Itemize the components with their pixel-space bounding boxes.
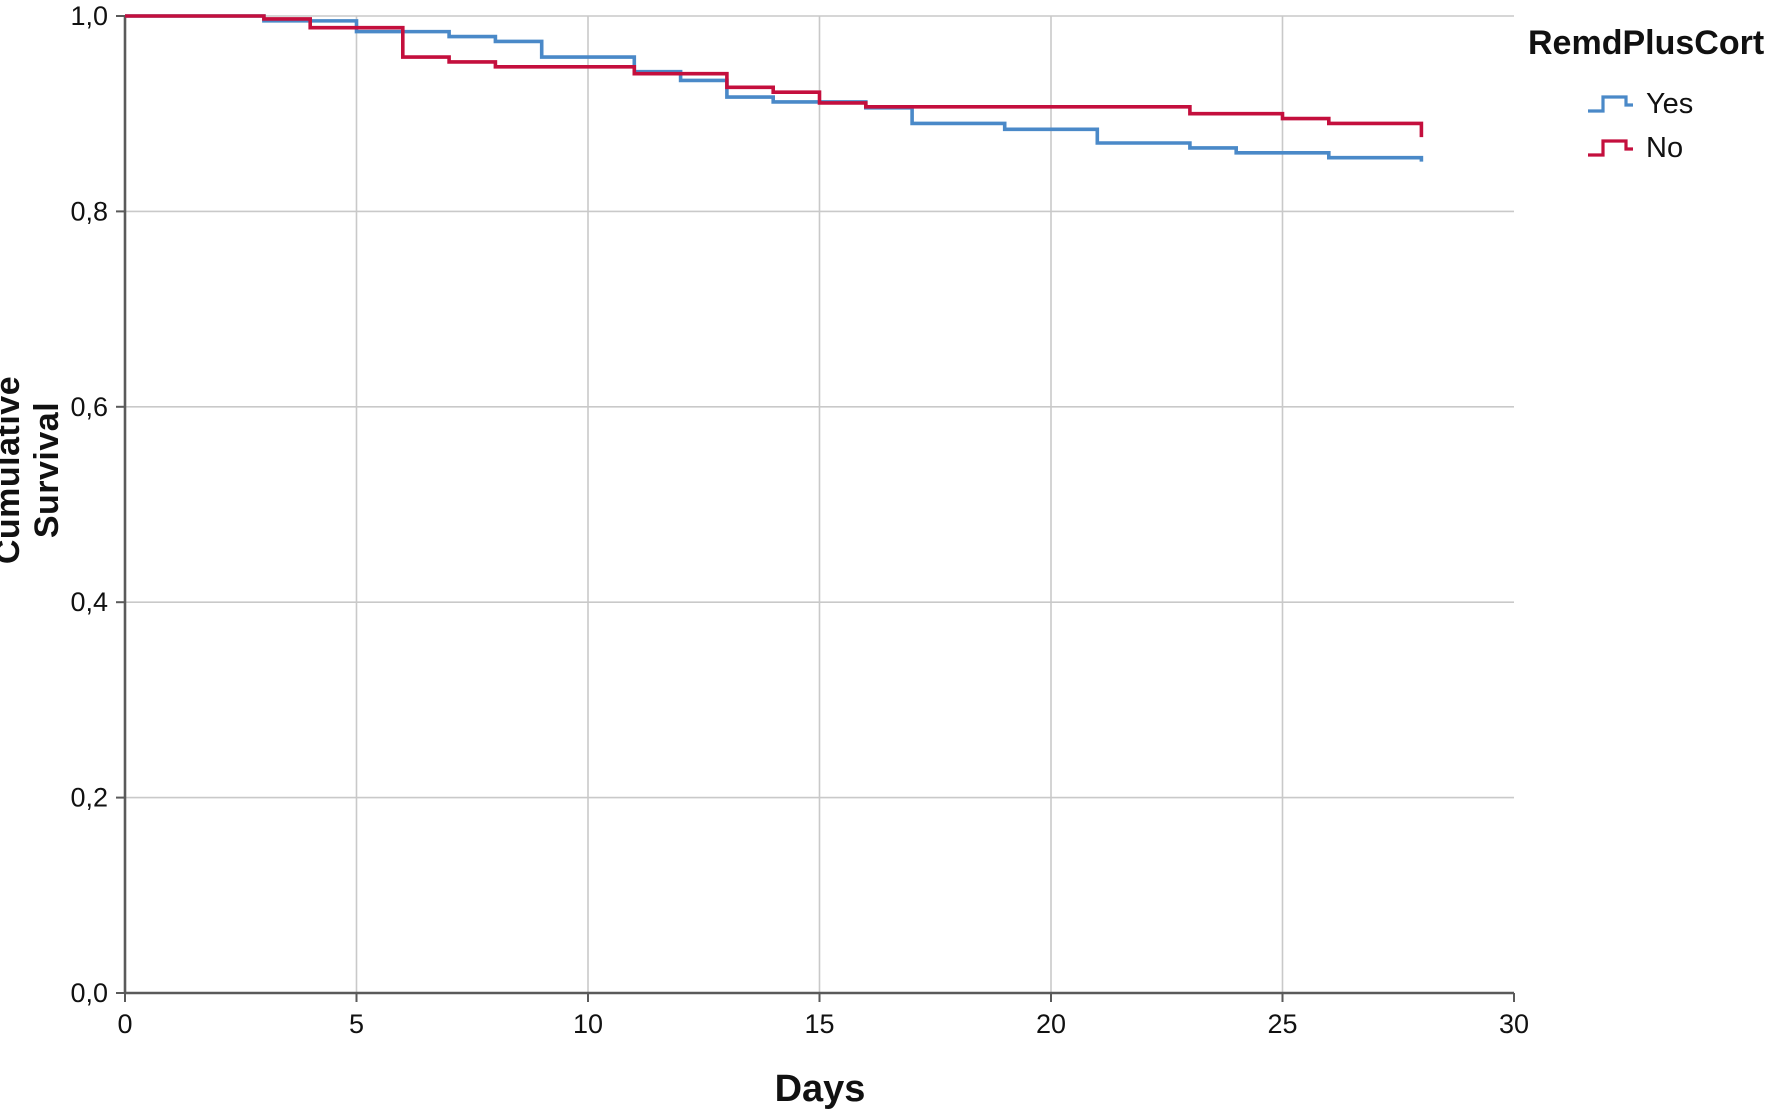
no-series-step-icon [1588, 139, 1633, 157]
x-tick-label-10: 10 [573, 1009, 603, 1039]
x-tick-label-5: 5 [349, 1009, 364, 1039]
legend-item-yes: Yes [1586, 85, 1773, 123]
survival-curve-yes [125, 14, 1424, 162]
y-axis-title: Cumulative Survival [0, 375, 66, 565]
x-tick-label-30: 30 [1499, 1009, 1529, 1039]
x-tick-label-25: 25 [1267, 1009, 1297, 1039]
y-tick-label-0,8: 0,8 [70, 196, 108, 226]
survival-curve-no [125, 14, 1424, 138]
x-axis-title: Days [774, 1068, 866, 1110]
yes-series-step-icon [1588, 95, 1633, 113]
legend-label-no: No [1646, 131, 1684, 164]
x-tick-label-0: 0 [117, 1009, 132, 1039]
y-tick-label-0,0: 0,0 [70, 978, 108, 1008]
x-tick-label-15: 15 [804, 1009, 834, 1039]
y-tick-label-0,4: 0,4 [70, 587, 108, 617]
legend-item-no: No [1586, 129, 1773, 167]
legend-label-yes: Yes [1646, 87, 1694, 120]
legend: RemdPlusCort Yes No [1528, 24, 1773, 173]
y-tick-label-0,6: 0,6 [70, 392, 108, 422]
yes-series-step-icon-path [1588, 95, 1633, 113]
no-series-step-icon-path [1588, 139, 1633, 157]
y-tick-label-0,2: 0,2 [70, 783, 108, 813]
x-tick-label-20: 20 [1036, 1009, 1066, 1039]
legend-title: RemdPlusCort [1528, 24, 1765, 62]
y-tick-label-1,0: 1,0 [70, 1, 108, 31]
